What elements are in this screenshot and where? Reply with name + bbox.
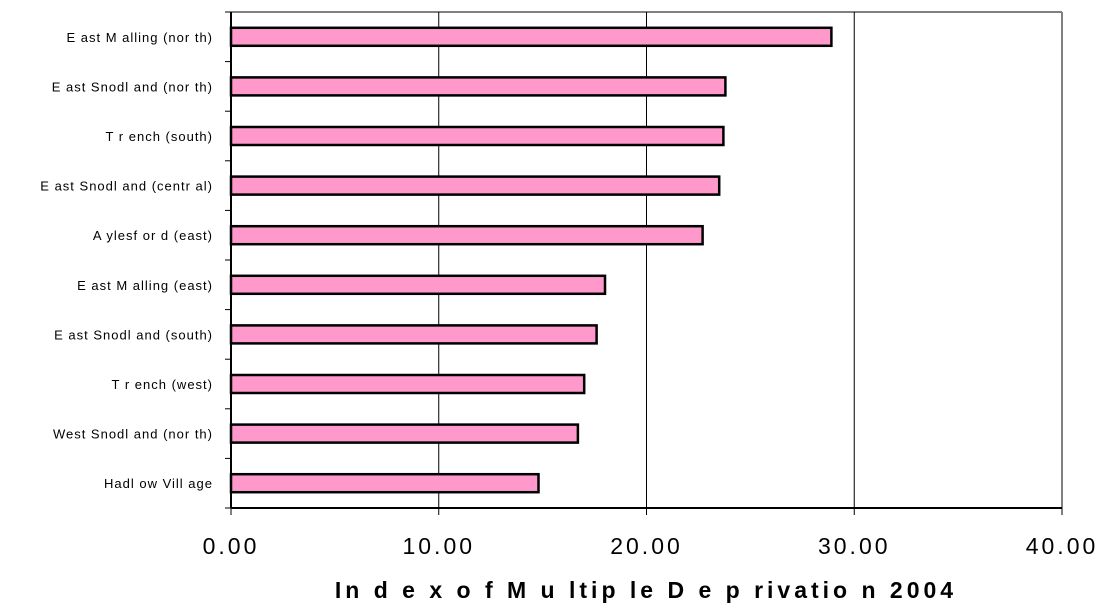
category-label: E ast M alling (nor th) [66, 30, 213, 45]
category-labels: E ast M alling (nor th) E ast Snodl and (… [40, 30, 213, 491]
category-label: T r ench (south) [105, 129, 213, 144]
x-axis-title: In d e x o f M u ltip le D e p rivatio n… [335, 577, 957, 603]
x-tick-label: 0.00 [203, 533, 260, 559]
bar [229, 175, 721, 196]
category-label: T r ench (west) [112, 377, 213, 392]
x-tick-label: 30.00 [818, 533, 891, 559]
y-axis [225, 11, 232, 509]
category-label: West Snodl and (nor th) [53, 427, 213, 442]
x-tick-labels: 0.00 10.00 20.00 30.00 40.00 [203, 533, 1099, 559]
bar [229, 26, 833, 48]
bar [229, 224, 704, 246]
bar [229, 274, 607, 296]
x-axis [230, 507, 1063, 515]
bar [229, 472, 540, 494]
x-tick-label: 10.00 [402, 533, 475, 559]
bar [229, 423, 580, 444]
bar [229, 324, 598, 345]
x-tick-label: 20.00 [610, 533, 683, 559]
category-label: E ast Snodl and (centr al) [40, 179, 213, 194]
category-label: E ast Snodl and (nor th) [52, 79, 213, 94]
category-label: A ylesf or d (east) [93, 228, 213, 243]
bar [229, 373, 586, 395]
category-label: E ast M alling (east) [77, 278, 213, 293]
bars [229, 26, 833, 494]
x-tick-label: 40.00 [1026, 533, 1099, 559]
bar [229, 125, 725, 147]
bar [229, 76, 727, 97]
category-label: Hadl ow Vill age [104, 476, 213, 491]
category-label: E ast Snodl and (south) [54, 327, 213, 342]
